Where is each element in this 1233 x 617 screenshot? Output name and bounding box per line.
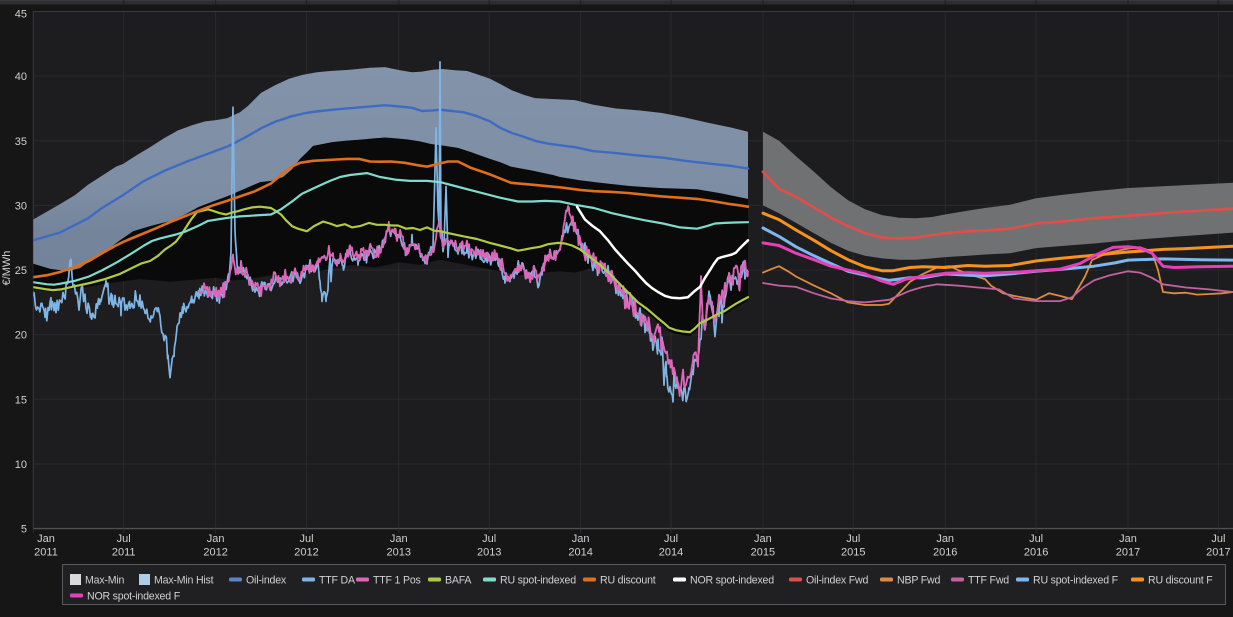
svg-text:2017: 2017 <box>1116 546 1140 558</box>
svg-text:Jul: Jul <box>846 533 860 545</box>
svg-text:2016: 2016 <box>933 546 957 558</box>
svg-text:Jan: Jan <box>1119 533 1137 545</box>
svg-text:2015: 2015 <box>841 546 865 558</box>
svg-text:2014: 2014 <box>659 546 683 558</box>
svg-text:Jan: Jan <box>572 533 590 545</box>
svg-text:Oil-index Fwd: Oil-index Fwd <box>806 575 868 587</box>
svg-text:RU discount: RU discount <box>600 575 656 587</box>
svg-text:2012: 2012 <box>203 546 227 558</box>
svg-text:2013: 2013 <box>477 546 501 558</box>
svg-text:RU spot-indexed F: RU spot-indexed F <box>1033 575 1119 587</box>
svg-text:Jul: Jul <box>117 533 131 545</box>
svg-text:Jan: Jan <box>37 533 55 545</box>
svg-text:Jan: Jan <box>754 533 772 545</box>
svg-text:Jan: Jan <box>207 533 225 545</box>
svg-text:25: 25 <box>15 265 27 277</box>
svg-text:Jul: Jul <box>1029 533 1043 545</box>
svg-text:TTF 1 Pos: TTF 1 Pos <box>373 575 421 587</box>
svg-text:NBP Fwd: NBP Fwd <box>897 575 940 587</box>
svg-text:NOR spot-indexed F: NOR spot-indexed F <box>87 591 181 603</box>
svg-text:2012: 2012 <box>294 546 318 558</box>
svg-text:2011: 2011 <box>112 546 136 558</box>
svg-text:15: 15 <box>15 394 27 406</box>
svg-text:€/MWh: €/MWh <box>1 251 13 286</box>
svg-text:Jul: Jul <box>1211 533 1225 545</box>
svg-text:2015: 2015 <box>751 546 775 558</box>
svg-text:2017: 2017 <box>1206 546 1230 558</box>
svg-text:NOR spot-indexed: NOR spot-indexed <box>690 575 774 587</box>
svg-text:40: 40 <box>15 71 27 83</box>
svg-text:35: 35 <box>15 136 27 148</box>
svg-text:Oil-index: Oil-index <box>246 575 287 587</box>
svg-text:Jul: Jul <box>299 533 313 545</box>
svg-text:Jan: Jan <box>936 533 954 545</box>
svg-text:Jan: Jan <box>390 533 408 545</box>
svg-text:45: 45 <box>15 8 27 20</box>
svg-text:TTF Fwd: TTF Fwd <box>968 575 1009 587</box>
svg-text:20: 20 <box>15 330 27 342</box>
svg-text:Jul: Jul <box>482 533 496 545</box>
svg-text:2013: 2013 <box>387 546 411 558</box>
svg-text:2014: 2014 <box>568 546 592 558</box>
svg-text:10: 10 <box>15 459 27 471</box>
svg-text:BAFA: BAFA <box>445 575 472 587</box>
svg-text:5: 5 <box>21 524 27 536</box>
svg-text:Jul: Jul <box>664 533 678 545</box>
svg-text:Max-Min Hist: Max-Min Hist <box>154 575 214 587</box>
svg-text:RU discount F: RU discount F <box>1148 575 1213 587</box>
svg-text:2016: 2016 <box>1024 546 1048 558</box>
svg-text:RU spot-indexed: RU spot-indexed <box>500 575 576 587</box>
svg-text:Max-Min: Max-Min <box>85 575 125 587</box>
svg-text:TTF DA: TTF DA <box>319 575 356 587</box>
svg-text:30: 30 <box>15 200 27 212</box>
svg-text:2011: 2011 <box>34 546 58 558</box>
